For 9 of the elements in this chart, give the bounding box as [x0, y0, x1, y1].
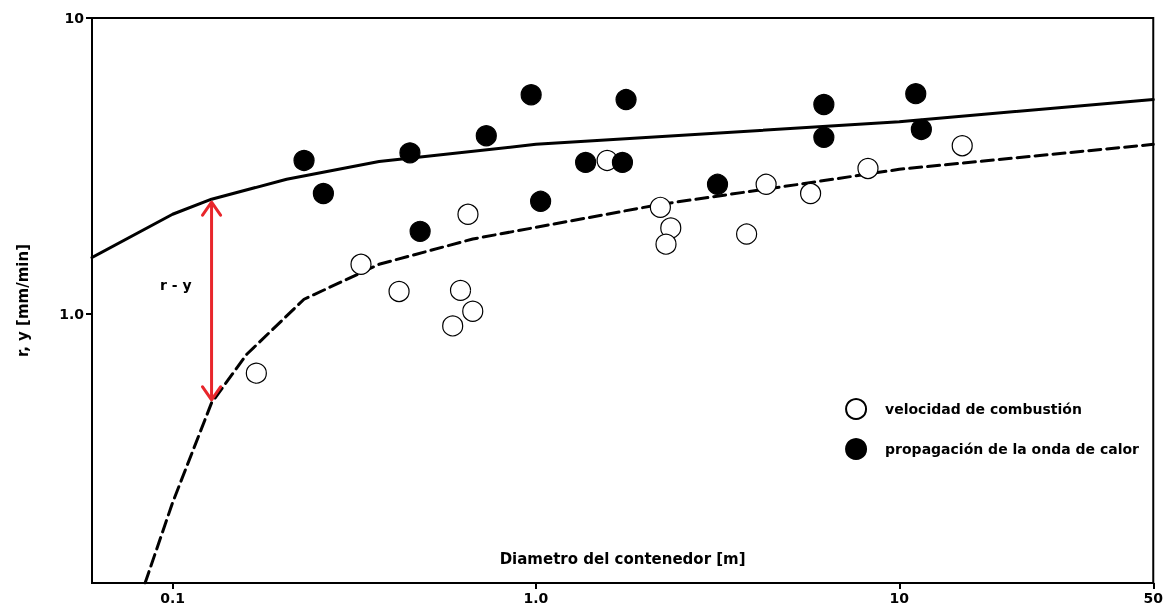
x-tick-label: 0.1 — [160, 590, 186, 605]
x-tick-label: 10 — [889, 590, 910, 605]
x-tick-label: 50 — [1143, 590, 1164, 605]
y-axis-title: r, y [mm/min] — [13, 243, 32, 358]
x-axis-title: Diametro del contenedor [m] — [499, 549, 746, 568]
annotation: r - y — [159, 277, 192, 294]
legend-label: propagación de la onda de calor — [885, 441, 1140, 457]
x-tick-label: 1.0 — [523, 590, 549, 605]
legend-label: velocidad de combustión — [885, 401, 1082, 417]
